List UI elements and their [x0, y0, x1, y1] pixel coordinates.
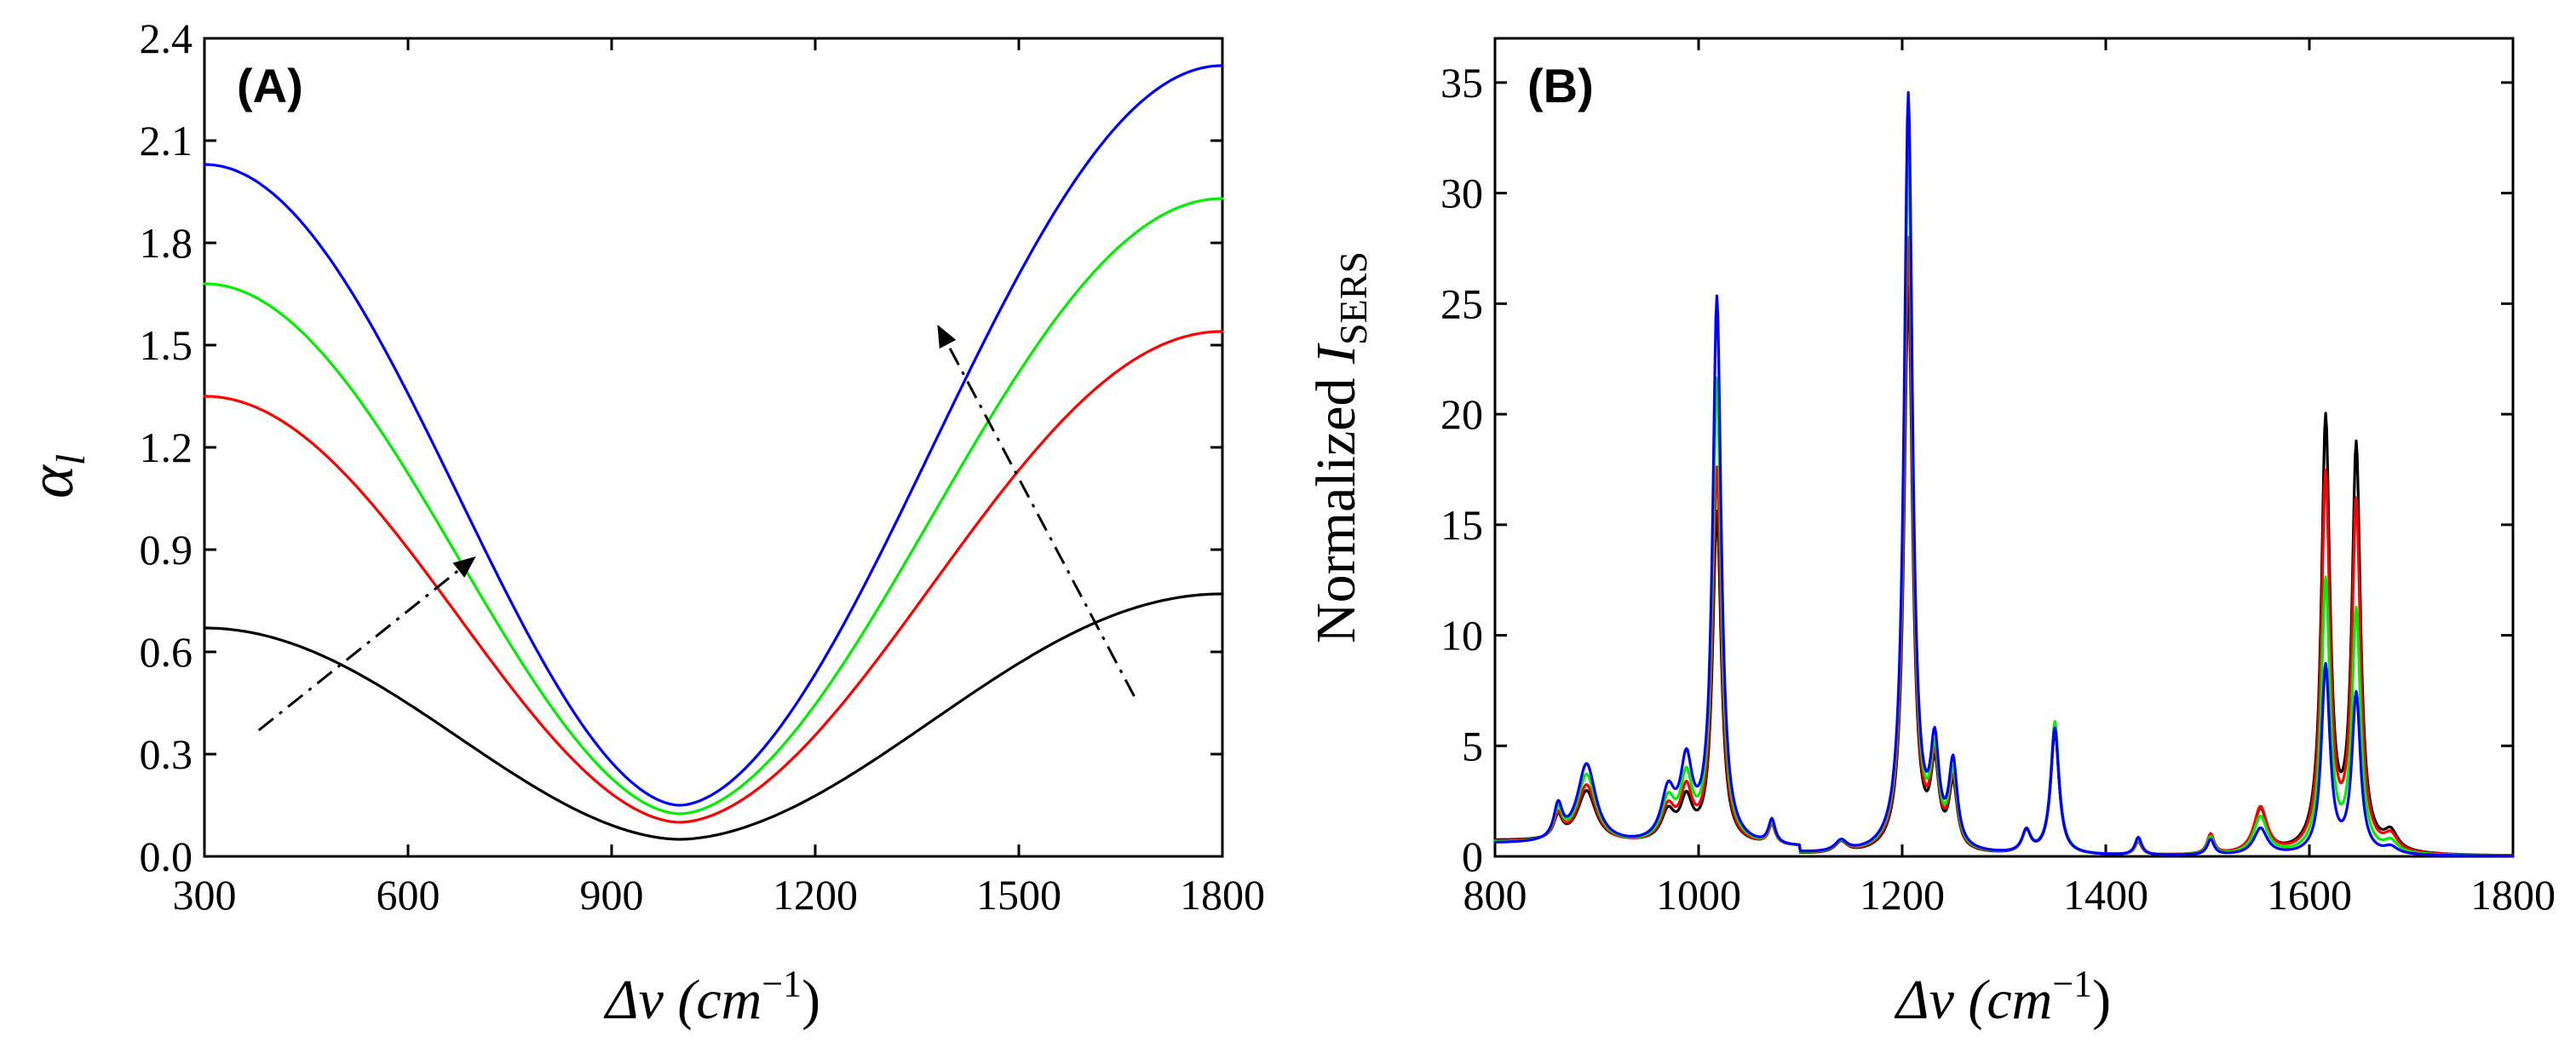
panel-a-y-axis-title: αl: [17, 454, 94, 498]
y-tick-label: 2.1: [140, 117, 193, 164]
y-tick-label: 35: [1440, 59, 1483, 107]
x-tick-label: 1200: [773, 871, 858, 919]
panel-b-x-axis-title: Δν (cm−1): [1894, 963, 2111, 1031]
trend-arrow-2-line: [946, 343, 1136, 697]
x-tick-label: 1800: [2470, 871, 2556, 919]
x-tick-label: 1200: [1860, 871, 1945, 919]
trend-arrow-1-head: [452, 556, 476, 578]
x-tick-label: 800: [1463, 871, 1527, 919]
y-tick-label: 1.2: [140, 424, 193, 471]
series-blue-line: [203, 64, 1224, 807]
panel-b-plot-frame: [1493, 37, 2515, 858]
panel-b-ticks: 800 1000 1200 1400 1600 1800 0 5 10 15 20 25 30 35: [1440, 38, 2556, 919]
y-tick-label: 5: [1462, 722, 1483, 769]
x-tick-label: 300: [173, 871, 237, 919]
panel-b-y-axis-title-sub: SERS: [1331, 251, 1375, 345]
x-tick-label: 1400: [2063, 871, 2148, 919]
panel-b-x-axis-title-main: Δν (cm: [1894, 969, 2052, 1031]
spectrum-blue-line: [1493, 91, 2515, 857]
x-tick-label: 1500: [976, 871, 1061, 919]
y-tick-label: 20: [1440, 390, 1483, 438]
y-tick-label: 10: [1440, 612, 1483, 660]
trend-arrow-1-line: [257, 569, 460, 732]
panel-b-x-axis-title-sup: −1: [2052, 963, 2092, 1005]
panel-a-x-axis-title-close: ): [802, 969, 820, 1031]
y-tick-label: 0.0: [140, 833, 193, 880]
panel-b-y-axis-title-main: Normalized: [1305, 364, 1367, 643]
y-tick-label: 0: [1462, 833, 1483, 880]
trend-arrow-2-head: [937, 325, 957, 349]
panel-a-x-axis-title-sup: −1: [762, 963, 802, 1005]
series-green-line: [203, 197, 1224, 815]
x-tick-label: 900: [580, 871, 644, 919]
x-tick-label: 600: [377, 871, 440, 919]
panel-b-x-axis-title-close: ): [2092, 969, 2111, 1031]
y-tick-label: 1.8: [140, 219, 193, 267]
series-black-line: [203, 592, 1224, 841]
y-tick-label: 15: [1440, 501, 1483, 549]
y-tick-label: 0.6: [140, 628, 193, 676]
panel-b-y-axis-title: Normalized ISERS: [1305, 251, 1375, 643]
panel-a-ticks: 300 600 900 1200 1500 1800 0.0 0.3 0.6 0.9 1.2 1.5 1…: [140, 14, 1266, 919]
y-tick-label: 25: [1440, 279, 1483, 327]
y-tick-label: 2.4: [140, 14, 193, 62]
panel-a-y-axis-subscript: l: [49, 454, 94, 465]
x-tick-label: 1600: [2267, 871, 2352, 919]
panel-a-y-axis-symbol: α: [17, 464, 87, 498]
y-tick-label: 0.9: [140, 526, 193, 573]
x-tick-label: 1000: [1656, 871, 1741, 919]
panel-b: 800 1000 1200 1400 1600 1800 0 5 10 15 20 25 30 35 (B…: [1305, 37, 2556, 1031]
panel-b-y-axis-title-italic: I: [1305, 343, 1367, 365]
panel-b-curves: [1493, 91, 2515, 857]
panel-a: 300 600 900 1200 1500 1800 0.0 0.3 0.6 0.9 1.2 1.5 1…: [17, 14, 1265, 1031]
panel-a-x-axis-title-main: Δν (cm: [603, 969, 762, 1031]
y-tick-label: 1.5: [140, 321, 193, 369]
x-tick-label: 1800: [1180, 871, 1265, 919]
y-tick-label: 30: [1440, 170, 1483, 217]
series-red-line: [203, 330, 1224, 824]
panel-a-curves: [203, 64, 1224, 841]
panel-a-plot-frame: [203, 37, 1224, 858]
panel-a-label: (A): [237, 59, 303, 112]
panel-b-label: (B): [1527, 59, 1594, 112]
panel-a-x-axis-title: Δν (cm−1): [603, 963, 820, 1031]
panel-a-arrows: [257, 325, 1136, 732]
y-tick-label: 0.3: [140, 730, 193, 778]
